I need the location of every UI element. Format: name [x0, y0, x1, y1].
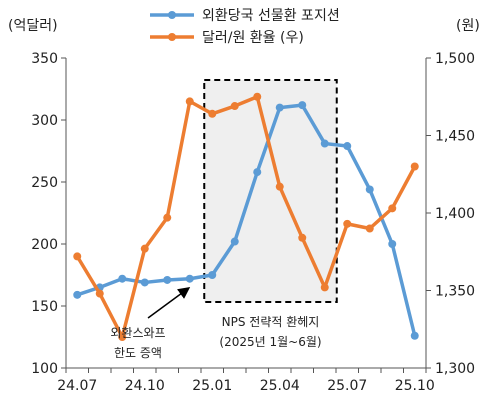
left-tick-label: 100 — [31, 361, 58, 377]
nps-hedge-annotation: (2025년 1월~6월) — [219, 335, 321, 349]
series-2-point — [365, 224, 374, 233]
x-tick-label: 24.07 — [57, 378, 97, 394]
right-tick-label: 1,300 — [435, 361, 475, 377]
series-layer — [73, 92, 419, 341]
series-1-point — [365, 185, 374, 194]
legend-label: 달러/원 환율 (우) — [202, 30, 304, 46]
x-tick-label: 25.04 — [260, 378, 300, 394]
fx-swap-arrow — [147, 286, 191, 319]
legend-label: 외환당국 선물환 포지션 — [202, 8, 340, 24]
series-2-point — [185, 97, 194, 106]
left-tick-label: 200 — [31, 237, 58, 253]
x-tick-label: 24.10 — [125, 378, 165, 394]
series-line-1 — [76, 103, 417, 337]
legend-swatch-marker — [168, 11, 176, 19]
left-tick-label: 150 — [31, 299, 58, 315]
x-ticks: 24.07 24.10 25.01 25.04 25.07 25.10 — [57, 368, 435, 394]
series-1-point — [163, 275, 172, 284]
series-2-point — [230, 102, 239, 111]
series-1-point — [410, 331, 419, 340]
right-y-ticks: 1,300 1,350 1,400 1,450 1,500 — [426, 51, 475, 377]
series-2-point — [343, 219, 352, 228]
series-2-point — [208, 109, 217, 118]
left-tick-label: 300 — [31, 113, 58, 129]
right-tick-label: 1,450 — [435, 129, 475, 145]
series-1-point — [185, 274, 194, 283]
series-2-point — [95, 289, 104, 298]
x-tick-label: 25.01 — [192, 378, 232, 394]
series-line-2 — [75, 95, 417, 339]
series-2-point — [275, 182, 284, 191]
left-tick-label: 350 — [31, 51, 58, 67]
right-tick-label: 1,350 — [435, 284, 475, 300]
series-1-point — [343, 142, 352, 151]
series-1-point — [320, 139, 329, 148]
series-2-point — [320, 283, 329, 292]
series-1-point — [118, 274, 127, 283]
legend-swatch-marker — [168, 33, 176, 41]
series-2-point — [73, 252, 82, 261]
series-2-point — [118, 333, 127, 341]
x-tick-label: 25.10 — [395, 378, 435, 394]
series-1-point — [230, 237, 239, 246]
series-2-point — [388, 204, 397, 213]
left-tick-label: 250 — [31, 175, 58, 191]
series-2-point — [410, 162, 419, 171]
right-tick-label: 1,500 — [435, 51, 475, 67]
series-2-point — [253, 92, 262, 101]
right-tick-label: 1,400 — [435, 206, 475, 222]
series-2-point — [163, 213, 172, 222]
x-tick-label: 25.07 — [327, 378, 367, 394]
right-axis-unit: (원) — [456, 18, 480, 34]
series-1-point — [253, 168, 262, 177]
series-1-point — [298, 101, 307, 110]
fx-swap-annotation: 한도 증액 — [114, 346, 162, 360]
series-1-point — [73, 290, 82, 299]
fx-swap-annotation: 외환스와프 — [110, 326, 165, 340]
left-y-ticks: 100 150 200 250 300 350 — [31, 51, 66, 377]
series-1-point — [275, 103, 284, 112]
series-1-point — [388, 240, 397, 248]
nps-hedge-annotation: NPS 전략적 환헤지 — [222, 315, 320, 329]
series-2-point — [298, 233, 307, 242]
series-1-point — [208, 271, 217, 279]
nps-hedge-period-box — [203, 79, 338, 303]
series-1-point — [140, 278, 149, 287]
series-2-point — [140, 244, 149, 253]
left-axis-unit: (억달러) — [8, 18, 58, 34]
